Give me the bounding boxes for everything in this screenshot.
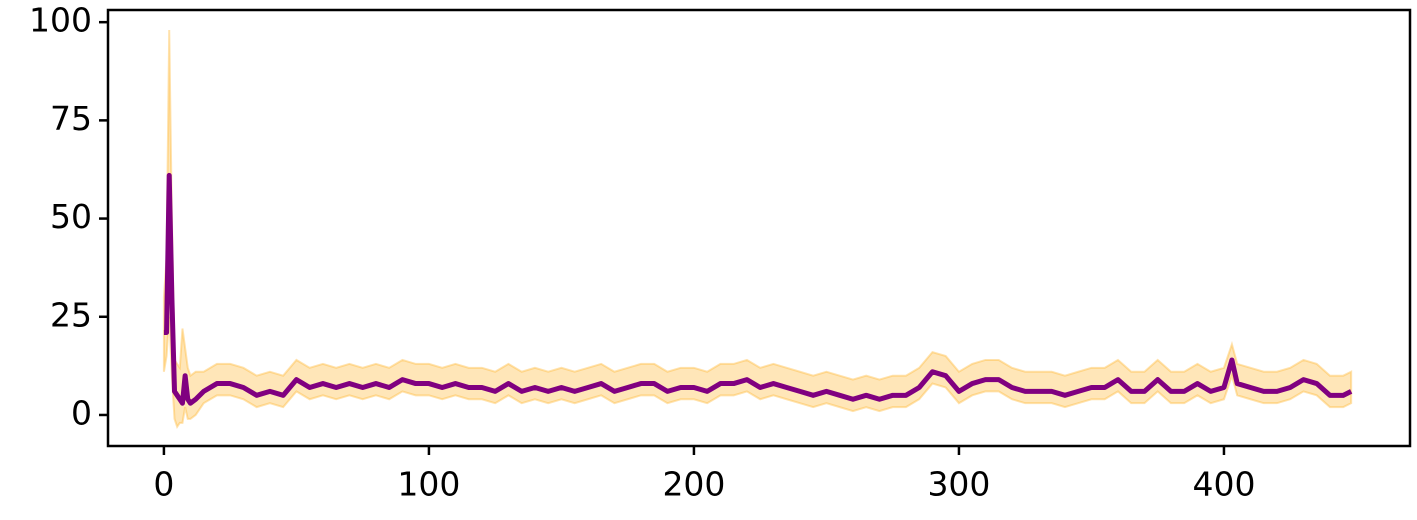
x-tick-label: 300 [927,465,990,504]
x-tick-label: 100 [397,465,460,504]
line [163,172,1353,406]
y-tick-label: 25 [50,295,92,334]
plot-frame [106,8,1412,448]
band [162,30,1353,429]
x-tick-label: 0 [153,465,174,504]
x-tick-label: 200 [662,465,725,504]
y-tick-label: 0 [71,393,92,432]
y-tick-label: 50 [50,197,92,236]
y-tick-label: 100 [29,1,92,40]
y-tick-label: 75 [50,99,92,138]
x-tick-label: 400 [1192,465,1255,504]
